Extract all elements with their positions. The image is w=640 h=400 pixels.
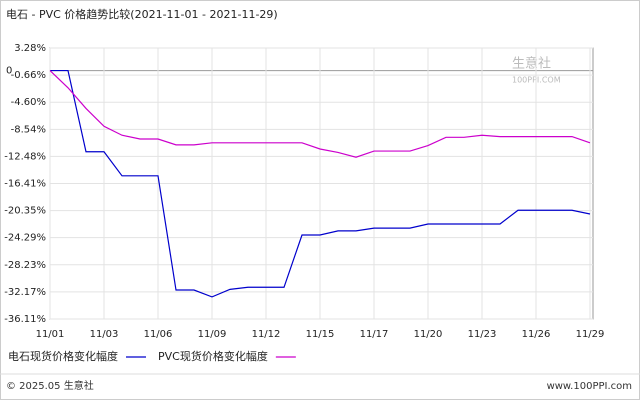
- y-tick-label: -32.17%: [4, 287, 46, 298]
- series-line: [50, 69, 591, 298]
- x-tick-label: 11/23: [468, 329, 497, 340]
- y-tick-label: -12.48%: [4, 151, 46, 162]
- y-tick-label: -24.29%: [4, 233, 46, 244]
- watermark: 生意社: [512, 56, 551, 72]
- y-tick-label: -36.11%: [4, 314, 46, 325]
- x-tick-label: 11/20: [414, 329, 443, 340]
- footer-left: © 2025.05 生意社: [6, 379, 94, 392]
- legend-label: PVC现货价格变化幅度: [158, 349, 268, 363]
- legend-label: 电石现货价格变化幅度: [8, 349, 118, 363]
- footer-right: www.100PPI.com: [547, 381, 632, 392]
- series-line: [49, 70, 591, 158]
- y-tick-label: -28.23%: [4, 260, 46, 271]
- chart-title: 电石 - PVC 价格趋势比较(2021-11-01 - 2021-11-29): [6, 7, 278, 21]
- x-tick-label: 11/01: [36, 329, 65, 340]
- y-tick-label: -0.66%: [11, 70, 46, 81]
- x-tick-label: 11/09: [198, 329, 227, 340]
- x-tick-label: 11/15: [306, 329, 335, 340]
- x-tick-label: 11/26: [522, 329, 551, 340]
- y-tick-label: -20.35%: [4, 206, 46, 217]
- x-tick-label: 11/29: [576, 329, 605, 340]
- y-tick-label: -16.41%: [4, 178, 46, 189]
- x-tick-label: 11/12: [252, 329, 281, 340]
- y-tick-label: -4.60%: [11, 97, 46, 108]
- y-tick-label: 0: [6, 66, 12, 77]
- y-tick-label: 3.28%: [14, 43, 46, 54]
- y-tick-label: -8.54%: [11, 124, 46, 135]
- x-tick-label: 11/17: [360, 329, 389, 340]
- x-tick-label: 11/06: [144, 329, 173, 340]
- x-tick-label: 11/03: [90, 329, 119, 340]
